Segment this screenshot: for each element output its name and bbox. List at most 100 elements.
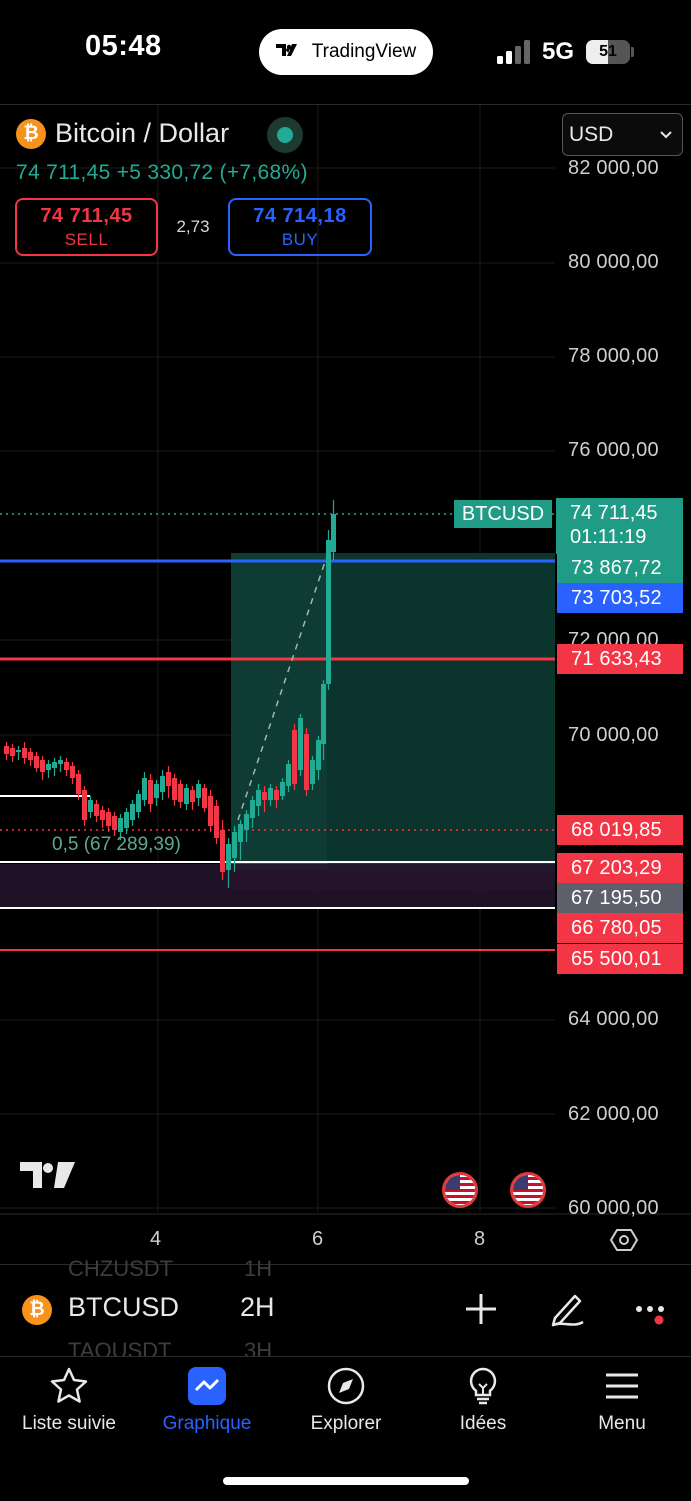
- candle-body: [196, 784, 201, 798]
- candle-body: [160, 776, 165, 792]
- candle-body: [298, 718, 303, 770]
- fib-zone: [0, 864, 555, 908]
- last-price-tag: 74 711,45 01:11:19: [556, 498, 683, 554]
- candle-body: [331, 514, 336, 552]
- price-tag-red: 65 500,01: [557, 944, 683, 974]
- symbol-title[interactable]: Bitcoin / Dollar: [55, 118, 230, 148]
- fib-level-label: 0,5 (67 289,39): [52, 834, 181, 855]
- candle-body: [40, 760, 45, 772]
- candle-body: [4, 746, 9, 754]
- y-axis-label: 60 000,00: [568, 1197, 659, 1219]
- candle-body: [214, 806, 219, 838]
- nav-watchlist[interactable]: Liste suivie: [4, 1366, 134, 1435]
- price-tag-red: 67 203,29: [557, 853, 683, 883]
- sell-price: 74 711,45: [40, 205, 133, 227]
- candle-body: [321, 684, 326, 744]
- candle-body: [22, 748, 27, 758]
- lightbulb-icon: [469, 1367, 497, 1405]
- tradingview-pill-label: TradingView: [311, 41, 417, 62]
- candle-body: [88, 800, 93, 812]
- candle-body: [286, 764, 291, 786]
- candle-body: [112, 816, 117, 830]
- candle-body: [232, 832, 237, 858]
- candle-body: [226, 844, 231, 870]
- more-options-icon[interactable]: [633, 1297, 669, 1327]
- candle-body: [118, 818, 123, 832]
- symbol-search-button[interactable]: BTCUSD: [68, 1292, 180, 1322]
- candle-body: [64, 762, 69, 770]
- nav-chart[interactable]: Graphique: [142, 1366, 272, 1435]
- price-tag-blue: 73 703,52: [557, 583, 683, 613]
- long-position-tail: [327, 553, 555, 869]
- symbol-toolbar: [0, 1264, 691, 1357]
- bar-countdown: 01:11:19: [570, 526, 647, 548]
- nav-label: Menu: [598, 1413, 646, 1434]
- candle-body: [280, 782, 285, 796]
- y-axis-label: 78 000,00: [568, 345, 659, 367]
- us-flag-event-icon[interactable]: [510, 1172, 546, 1208]
- bitcoin-icon: ₿: [16, 119, 46, 149]
- y-axis-label: 82 000,00: [568, 157, 659, 179]
- bottom-navigation: [0, 1356, 691, 1501]
- bitcoin-icon: ₿: [22, 1295, 52, 1325]
- candle-body: [238, 824, 243, 842]
- market-open-status-icon[interactable]: [267, 117, 303, 153]
- interval-button[interactable]: 2H: [240, 1292, 275, 1322]
- candle-body: [292, 730, 297, 784]
- candle-body: [166, 772, 171, 786]
- x-axis-label: 4: [150, 1228, 162, 1250]
- buy-price: 74 714,18: [253, 205, 347, 227]
- buy-button[interactable]: 74 714,18 BUY: [228, 198, 372, 256]
- nav-ideas[interactable]: Idées: [418, 1366, 548, 1435]
- candle-body: [148, 780, 153, 804]
- price-tag-red: 68 019,85: [557, 815, 683, 845]
- candle-body: [46, 764, 51, 770]
- chart-settings-icon[interactable]: [610, 1226, 638, 1254]
- candle-body: [326, 540, 331, 684]
- network-type: 5G: [542, 38, 575, 65]
- candle-body: [172, 778, 177, 800]
- nav-menu[interactable]: Menu: [557, 1366, 687, 1435]
- us-flag-event-icon[interactable]: [442, 1172, 478, 1208]
- candle-body: [316, 740, 321, 770]
- buy-label: BUY: [281, 230, 319, 249]
- nav-explore[interactable]: Explorer: [281, 1366, 411, 1435]
- candle-body: [154, 784, 159, 798]
- home-indicator[interactable]: [223, 1477, 469, 1485]
- candle-body: [304, 734, 309, 790]
- x-axis-label: 6: [312, 1228, 324, 1250]
- currency-select[interactable]: USD: [562, 113, 683, 156]
- nav-label: Graphique: [162, 1413, 252, 1434]
- candle-body: [274, 790, 279, 800]
- candle-body: [130, 804, 135, 820]
- sell-label: SELL: [64, 230, 109, 249]
- chart-icon: [188, 1367, 226, 1405]
- price-tag-gray: 67 195,50: [557, 883, 683, 913]
- candle-body: [34, 756, 39, 768]
- chevron-down-icon: [660, 130, 672, 138]
- candle-body: [220, 830, 225, 872]
- candle-body: [142, 778, 147, 800]
- drawing-pen-icon[interactable]: [547, 1288, 587, 1328]
- price-tag-target: 73 867,72: [557, 553, 683, 583]
- symbol-price-label: BTCUSD: [454, 500, 552, 528]
- candle-body: [268, 788, 273, 800]
- candle-body: [94, 804, 99, 816]
- candle-body: [136, 794, 141, 812]
- tradingview-pill: TradingView: [259, 29, 433, 75]
- y-axis-label: 70 000,00: [568, 724, 659, 746]
- y-axis-label: 76 000,00: [568, 439, 659, 461]
- candle-body: [106, 812, 111, 826]
- sell-button[interactable]: 74 711,45 SELL: [15, 198, 158, 256]
- star-icon: [50, 1367, 88, 1403]
- price-chart[interactable]: [0, 104, 691, 1264]
- cellular-signal-icon: [497, 40, 530, 64]
- add-indicator-plus-icon[interactable]: [462, 1290, 500, 1328]
- candle-body: [10, 748, 15, 756]
- currency-value: USD: [569, 122, 614, 146]
- candle-body: [262, 792, 267, 800]
- spread-value: 2,73: [176, 217, 210, 236]
- tradingview-watermark-icon[interactable]: [20, 1160, 76, 1190]
- candle-body: [76, 774, 81, 794]
- chart-top-separator: [0, 104, 691, 105]
